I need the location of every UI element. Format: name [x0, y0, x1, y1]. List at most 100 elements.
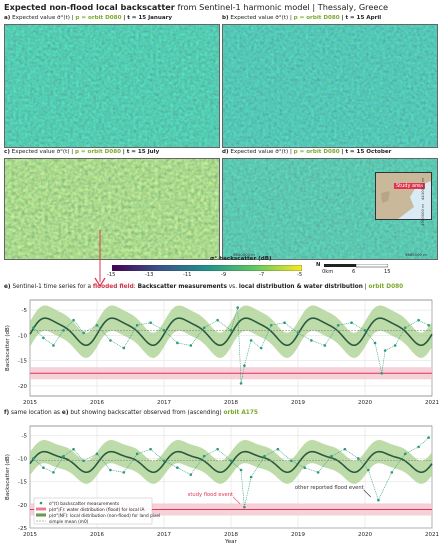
y-tick-2: -15	[18, 359, 27, 365]
panel-f-title: f) same location as e) but showing backs…	[4, 410, 258, 416]
measurement-point	[95, 452, 99, 456]
x-tick-1: 2016	[90, 532, 104, 538]
colorbar-tick-4: -7	[259, 272, 265, 278]
map-b-label: b) Expected value σ̄°(t) | p = orbit D08…	[222, 15, 382, 21]
measurement-point	[363, 329, 367, 332]
coord-y2: 4410000 m	[420, 178, 425, 200]
y-tick-4: -25	[18, 526, 27, 532]
x-tick-0: 2015	[23, 532, 37, 538]
measurement-point	[357, 457, 360, 460]
measurement-point	[62, 454, 65, 458]
colorbar	[112, 265, 302, 271]
coord-x1: 5640500 m	[233, 252, 255, 257]
colorbar-tick-1: -13	[145, 272, 154, 278]
measurement-point	[373, 341, 377, 345]
y-tick-2: -15	[18, 480, 27, 486]
measurement-point	[52, 344, 55, 347]
x-axis-label: Year	[224, 539, 237, 545]
measurement-point	[202, 454, 206, 458]
measurement-point	[393, 344, 397, 347]
measurement-point	[269, 323, 273, 327]
measurement-point	[417, 318, 420, 322]
measurement-point	[239, 382, 243, 385]
measurement-point	[122, 346, 126, 350]
map-d-label: d) Expected value σ̄°(t) | p = orbit D08…	[222, 149, 392, 155]
y-tick-0: -5	[22, 308, 28, 314]
x-tick-5: 2020	[358, 400, 372, 406]
measurement-point	[239, 468, 243, 472]
x-tick-3: 2018	[224, 400, 238, 406]
measurement-point	[42, 336, 45, 340]
x-tick-0: 2015	[23, 400, 37, 406]
y-tick-1: -10	[18, 333, 27, 339]
x-tick-6: 2021	[425, 532, 439, 538]
measurement-point	[310, 339, 313, 342]
y-tick-3: -20	[18, 503, 27, 509]
nonflood-mean-line	[29, 450, 433, 474]
measurement-point	[202, 326, 206, 330]
x-tick-2: 2017	[157, 400, 171, 406]
legend-swatch-0	[39, 501, 43, 505]
y-axis-label: Backscatter (dB)	[5, 325, 11, 371]
measurement-point	[283, 321, 286, 325]
pointer-arrow	[94, 230, 106, 288]
measurement-point	[135, 323, 139, 327]
measurement-point	[189, 473, 193, 476]
measurement-point	[377, 498, 380, 502]
scale-tick-1: 6	[352, 269, 356, 275]
x-tick-4: 2019	[291, 532, 305, 538]
measurement-point	[403, 452, 407, 456]
measurement-point	[109, 468, 112, 472]
x-tick-1: 2016	[90, 400, 104, 406]
x-tick-4: 2019	[291, 400, 305, 406]
map-a-label: a) Expected value σ̄°(t) | p = orbit D08…	[4, 15, 173, 21]
measurement-point	[303, 466, 307, 470]
measurement-point	[296, 331, 300, 335]
x-tick-5: 2020	[358, 532, 372, 538]
measurement-point	[323, 344, 327, 347]
measurement-point	[149, 321, 152, 325]
coord-y1: 4380000 m	[420, 204, 425, 226]
measurement-point	[82, 331, 85, 335]
measurement-point	[259, 346, 263, 350]
measurement-point	[189, 344, 193, 347]
study-area-label: Study area	[394, 183, 426, 189]
measurement-point	[135, 452, 139, 456]
measurement-point	[149, 447, 152, 451]
measurement-point	[72, 447, 75, 451]
legend-entry-0: σ°(t) backscatter measurements	[49, 501, 120, 507]
legend-entry-3: simple mean (m0)	[49, 519, 89, 525]
measurement-point	[229, 329, 233, 332]
panel-e-title: e) Sentinel-1 time series for a flooded …	[4, 284, 404, 290]
study-area-inset: Study area	[375, 172, 432, 220]
colorbar-tick-5: -5	[297, 272, 303, 278]
measurement-point	[290, 459, 293, 463]
measurement-point	[343, 447, 347, 451]
measurement-point	[276, 447, 280, 451]
y-tick-1: -10	[18, 456, 27, 462]
scale-tick-2: 15	[384, 269, 391, 275]
measurement-point	[162, 329, 166, 332]
measurement-point	[249, 475, 253, 479]
map-january	[4, 24, 220, 148]
legend-entry-2: p(σ°|NF): local distribution (non-flood)…	[49, 513, 160, 519]
measurement-point	[32, 457, 35, 460]
measurement-point	[162, 459, 166, 463]
coord-x2: 5685000 m	[405, 252, 427, 257]
legend-entry-1: p(σ°|F): water distribution (flood) for …	[49, 507, 144, 513]
measurement-point	[109, 339, 112, 342]
measurement-point	[336, 323, 340, 327]
chart-panel-f: 2015 2016 2017 2018 2019 2020 2021 -5 -10 -15 -20 -…	[5, 425, 439, 545]
measurement-point	[427, 323, 430, 327]
annotation-arrow-0	[232, 496, 241, 505]
map-july	[4, 158, 220, 260]
annotation-0: study flood event	[188, 492, 233, 498]
measurement-point	[62, 329, 65, 332]
x-tick-3: 2018	[224, 532, 238, 538]
measurement-point	[249, 339, 253, 342]
annotation-arrow-1	[363, 489, 371, 498]
measurement-point	[427, 436, 430, 439]
measurement-point	[380, 371, 384, 375]
measurement-point	[350, 321, 353, 325]
measurement-point	[243, 364, 246, 367]
